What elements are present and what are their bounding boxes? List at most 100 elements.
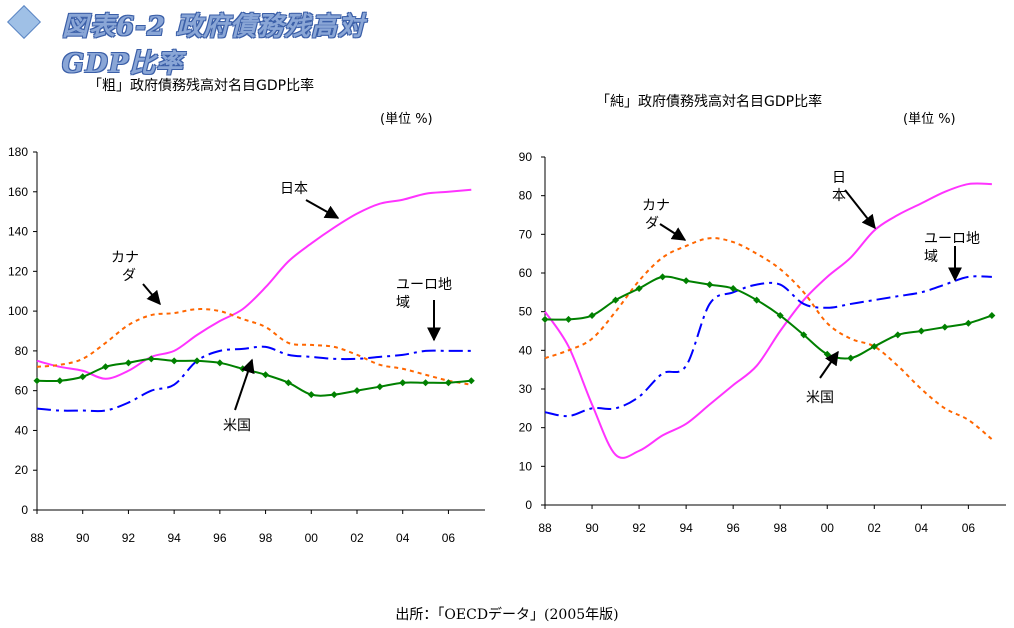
series-point: [753, 296, 761, 304]
series-point: [239, 365, 247, 373]
annotation-arrow: [819, 350, 839, 379]
series-point: [399, 379, 407, 387]
series-point: [467, 377, 475, 385]
annotation-arrow: [234, 358, 255, 411]
series-line-0: [36, 188, 472, 380]
y-tick-label: 0: [525, 498, 532, 512]
annotation-label: 日本: [280, 181, 308, 197]
series-point: [284, 379, 292, 387]
y-tick-label: 20: [15, 463, 29, 477]
y-tick-label: 60: [519, 266, 533, 280]
series-point: [353, 387, 361, 395]
chart-unit: (単位 %): [380, 111, 433, 127]
series-point: [307, 391, 315, 399]
series-point: [800, 331, 808, 339]
charts-canvas: 「粗」政府債務残高対名目GDP比率(単位 %)02040608010012014…: [8, 77, 1006, 545]
chart-unit: (単位 %): [903, 111, 956, 127]
x-tick-label: 98: [259, 531, 273, 545]
x-tick-label: 06: [962, 521, 976, 535]
series-point: [941, 323, 949, 331]
y-tick-label: 40: [15, 423, 29, 437]
series-point: [917, 327, 925, 335]
x-tick-label: 90: [76, 531, 90, 545]
x-tick-label: 88: [538, 521, 552, 535]
series-point: [422, 379, 430, 387]
x-tick-label: 94: [167, 531, 181, 545]
x-tick-label: 06: [442, 531, 456, 545]
series-point: [147, 355, 155, 363]
y-tick-label: 140: [8, 225, 28, 239]
series-point: [565, 315, 573, 323]
series-line-2: [544, 275, 992, 418]
x-tick-label: 98: [774, 521, 788, 535]
y-tick-label: 160: [8, 185, 28, 199]
y-tick-label: 70: [519, 227, 533, 241]
x-tick-label: 02: [868, 521, 882, 535]
annotation-label: 米国: [806, 390, 834, 406]
series-line-2: [36, 345, 472, 413]
x-tick-label: 02: [350, 531, 364, 545]
y-tick-label: 40: [519, 343, 533, 357]
header: 図表6-2 政府債務残高対GDP比率: [0, 0, 420, 79]
chart-2: 「純」政府債務残高対名目GDP比率 (単位 %) 0 10 20 30 40 50 60 70 80…: [519, 93, 1006, 535]
annotation-arrow: [305, 199, 340, 219]
y-tick-label: 180: [8, 145, 28, 159]
x-tick-label: 00: [305, 531, 319, 545]
x-tick-label: 92: [122, 531, 136, 545]
annotation-label: ユーロ地: [924, 231, 980, 247]
y-tick-label: 80: [15, 344, 29, 358]
annotation-label: 域: [924, 249, 938, 265]
page-title: 図表6-2 政府債務残高対GDP比率: [62, 12, 366, 79]
series-point: [612, 296, 620, 304]
series-point: [588, 312, 596, 320]
x-tick-label: 04: [396, 531, 410, 545]
series-point: [79, 373, 87, 381]
x-tick-label: 94: [679, 521, 693, 535]
series-point: [988, 312, 996, 320]
annotation-label: カナ: [642, 198, 670, 214]
series-point: [193, 357, 201, 365]
annotation-arrow: [659, 223, 687, 241]
annotation-label: 日: [832, 170, 846, 186]
series-point: [541, 315, 549, 323]
chart-title: 「純」政府債務残高対名目GDP比率: [596, 93, 822, 110]
annotation-label: 米国: [223, 418, 251, 434]
series-point: [847, 354, 855, 362]
series-point: [376, 383, 384, 391]
x-tick-label: 92: [632, 521, 646, 535]
series-point: [444, 379, 452, 387]
annotation-arrow: [142, 283, 161, 306]
y-tick-label: 100: [8, 304, 28, 318]
x-tick-label: 96: [726, 521, 740, 535]
y-tick-label: 30: [519, 382, 533, 396]
series-point: [170, 357, 178, 365]
x-tick-label: 88: [30, 531, 44, 545]
series-point: [964, 319, 972, 327]
annotation-label: カナ: [111, 250, 139, 266]
series-point: [102, 363, 110, 371]
annotation-label: ダ: [122, 268, 136, 284]
annotation-label: 本: [832, 188, 846, 204]
series-point: [894, 331, 902, 339]
y-tick-label: 10: [519, 459, 533, 473]
y-tick-label: 50: [519, 305, 533, 319]
series-point: [330, 391, 338, 399]
y-tick-label: 80: [519, 189, 533, 203]
y-tick-label: 120: [8, 264, 28, 278]
series-line-3: [36, 357, 472, 397]
annotation-label: ユーロ地: [396, 277, 452, 293]
series-point: [216, 359, 224, 367]
y-tick-label: 20: [519, 421, 533, 435]
series-line-0: [544, 182, 992, 459]
series-point: [635, 284, 643, 292]
series-line-1: [36, 308, 472, 386]
annotation-label: ダ: [645, 216, 659, 232]
x-tick-label: 00: [821, 521, 835, 535]
series-point: [124, 359, 132, 367]
chart-1: 「粗」政府債務残高対名目GDP比率(単位 %)02040608010012014…: [8, 77, 485, 545]
annotation-arrow: [844, 189, 876, 230]
series-point: [262, 371, 270, 379]
y-tick-label: 60: [15, 384, 29, 398]
x-tick-label: 90: [585, 521, 599, 535]
series-point: [659, 273, 667, 281]
